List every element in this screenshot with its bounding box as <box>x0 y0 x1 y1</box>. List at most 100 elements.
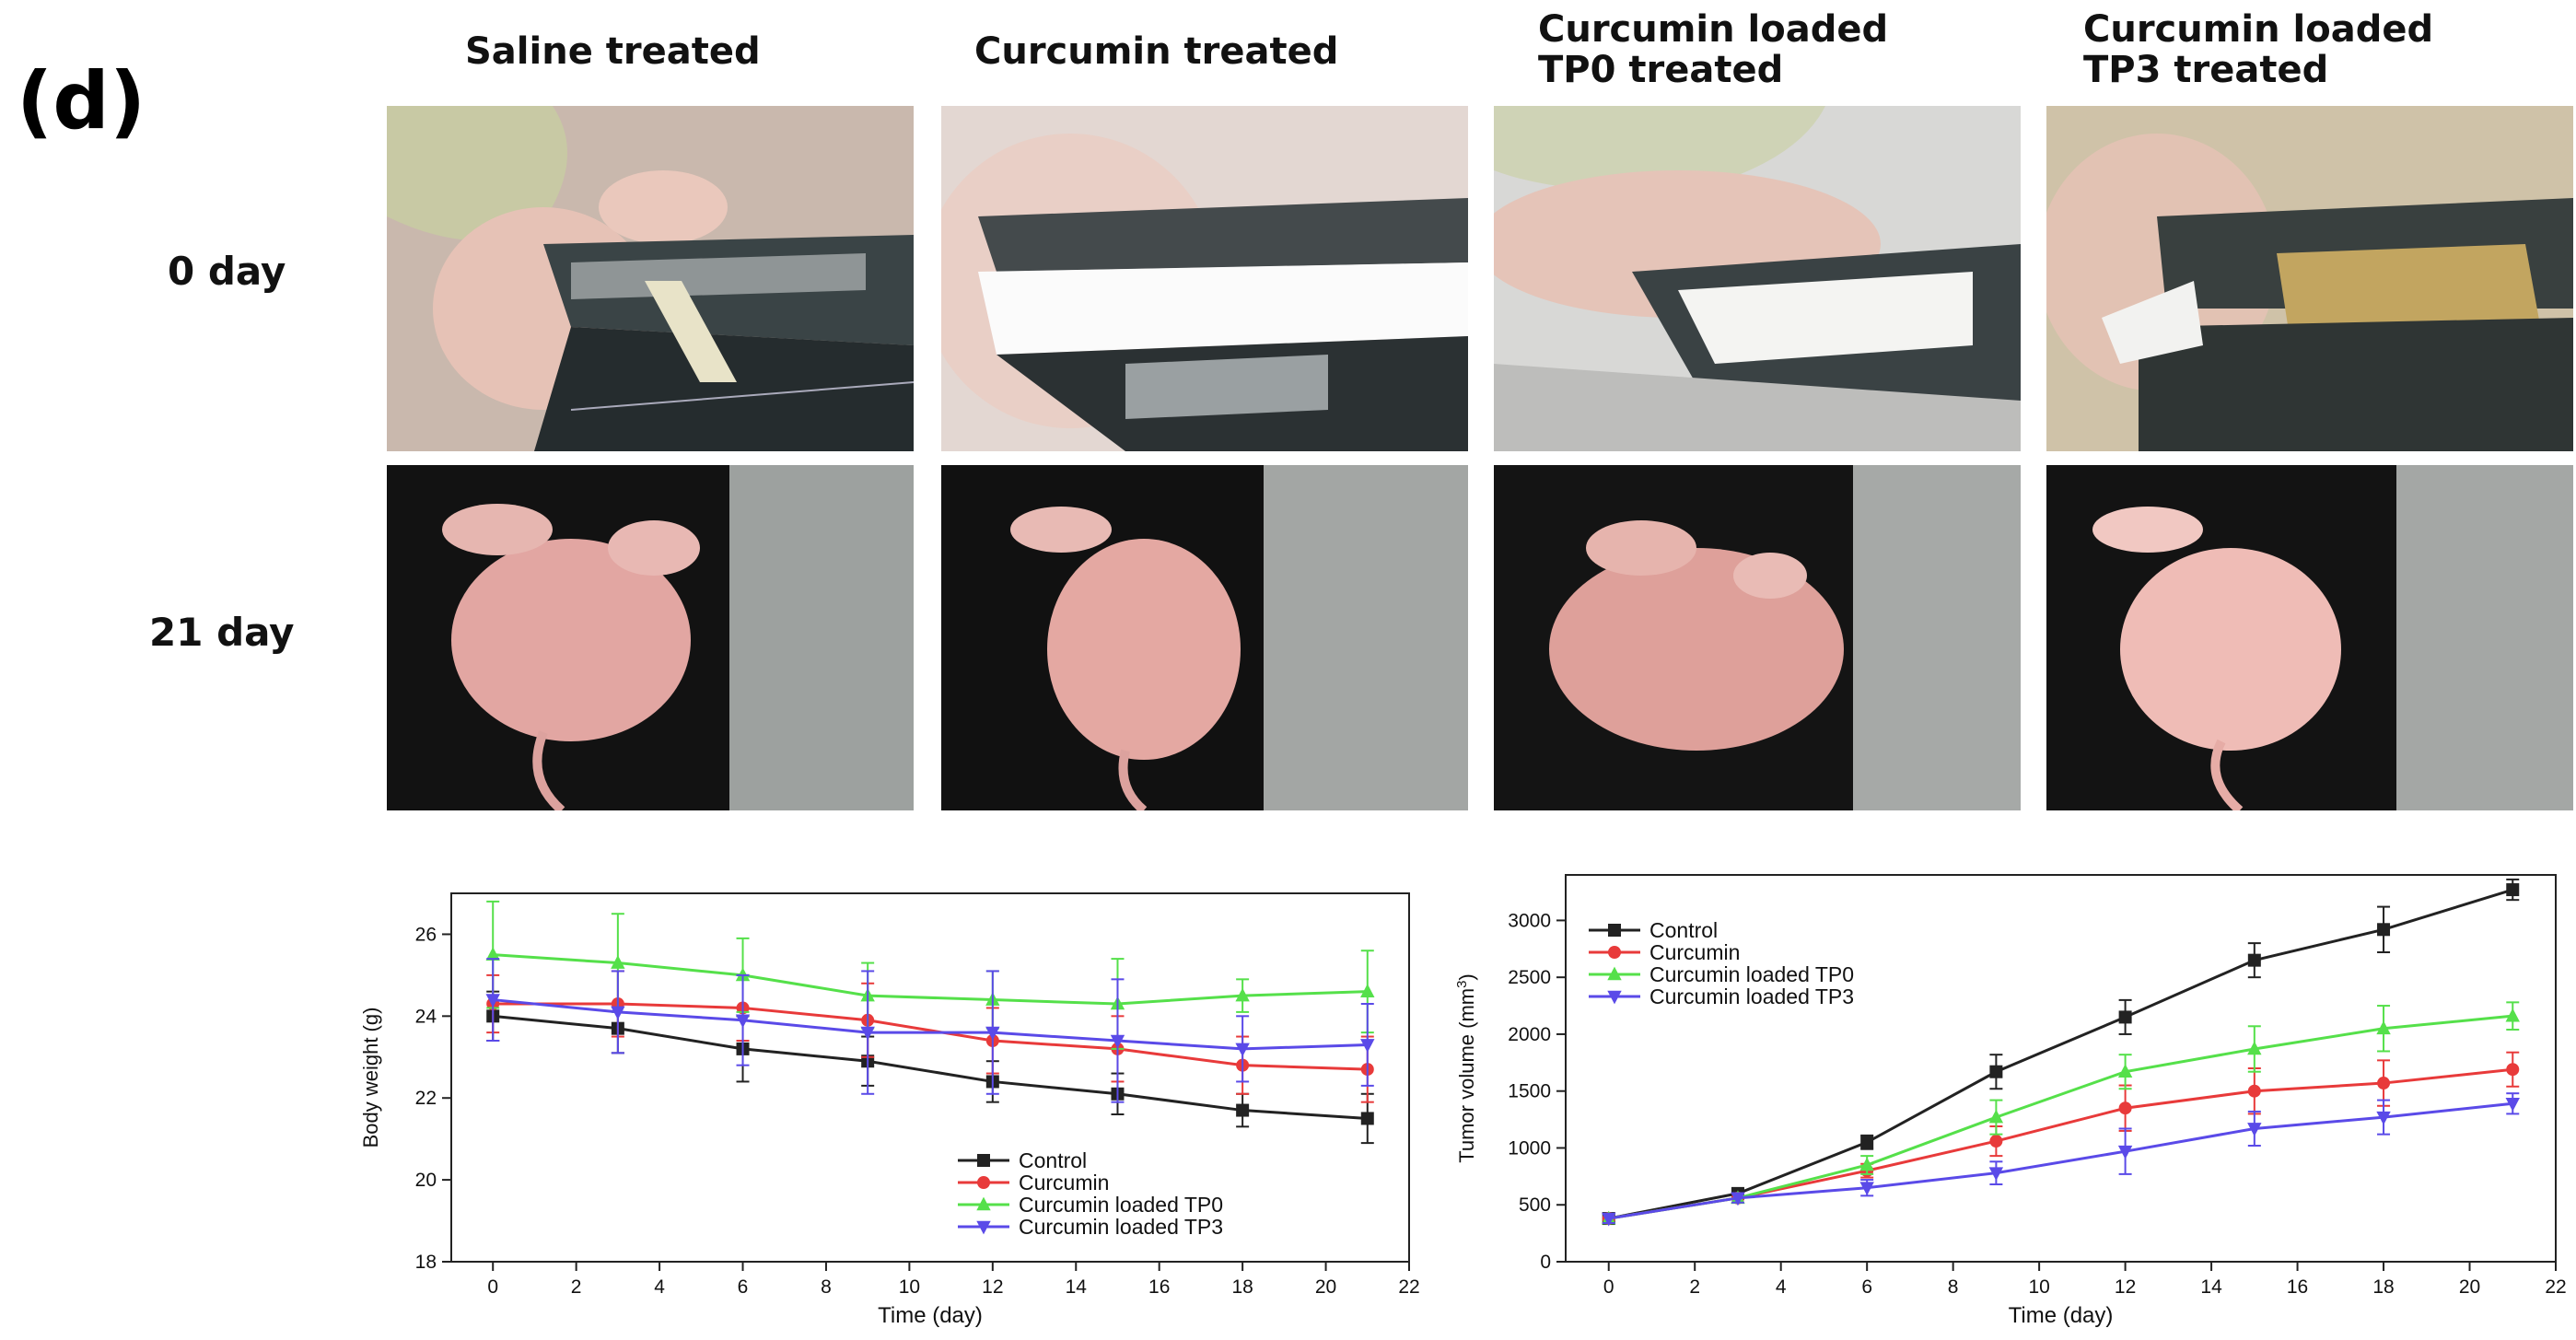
photo-curcumin-day0 <box>941 106 1468 451</box>
photo-tp3-day21 <box>2046 465 2573 810</box>
data-point <box>2247 953 2261 967</box>
series-line <box>1608 1014 2513 1220</box>
y-tick-label: 18 <box>415 1252 437 1273</box>
data-point <box>2505 1008 2520 1022</box>
x-tick-label: 0 <box>1603 1276 1614 1298</box>
series-line <box>493 1002 1368 1071</box>
data-point <box>611 955 625 969</box>
data-point <box>1860 1136 1874 1149</box>
data-point <box>485 994 500 1008</box>
x-tick-label: 10 <box>899 1276 920 1298</box>
data-point <box>1236 1103 1250 1117</box>
photo-tp3-day0 <box>2046 106 2573 451</box>
legend-marker <box>1607 966 1622 981</box>
x-tick-label: 20 <box>1315 1276 1336 1298</box>
data-point <box>2247 1084 2261 1098</box>
x-tick-label: 8 <box>821 1276 832 1298</box>
column-title-line: Curcumin loaded <box>2083 8 2434 51</box>
column-title-line: Saline treated <box>465 30 761 73</box>
data-point <box>2247 1041 2262 1055</box>
data-point <box>735 1014 751 1029</box>
tumor-volume-chart: 0 2 4 6 8 10 12 14 16 18 20 22 0 500 1000 1500 2000 2500 3… <box>1454 874 2567 1328</box>
legend-marker <box>1608 924 1621 937</box>
x-tick-label: 4 <box>1776 1276 1787 1298</box>
legend-marker <box>1608 946 1621 959</box>
plot-frame <box>450 892 1410 1263</box>
legend-label: Curcumin <box>1019 1171 1109 1194</box>
series-tp3 <box>485 958 1375 1103</box>
data-point <box>1602 1212 1616 1227</box>
data-point <box>860 1026 875 1041</box>
column-title-tp3: Curcumin loaded TP3 treated <box>2083 9 2433 90</box>
photo-tp0-day21 <box>1494 465 2021 810</box>
data-point <box>2118 1101 2132 1115</box>
series-tp3 <box>1602 1092 2520 1227</box>
x-tick-label: 22 <box>2545 1276 2566 1298</box>
data-point <box>1859 1182 1874 1196</box>
y-tick-label: 1000 <box>1508 1137 1551 1159</box>
column-title-line: Curcumin treated <box>974 30 1339 73</box>
data-point <box>1859 1157 1874 1171</box>
data-point <box>735 967 751 982</box>
x-axis-label: Time (day) <box>2009 1303 2114 1328</box>
legend-label: Curcumin loaded TP0 <box>1649 962 1854 986</box>
data-point <box>2506 883 2520 897</box>
column-title-curcumin: Curcumin treated <box>974 31 1338 72</box>
data-point <box>1988 1109 2004 1124</box>
x-tick-label: 18 <box>1231 1276 1253 1298</box>
column-title-line: TP0 treated <box>1538 49 1784 91</box>
x-tick-label: 0 <box>487 1276 498 1298</box>
data-point <box>2506 1063 2520 1077</box>
data-point <box>1989 1135 2003 1148</box>
x-tick-label: 20 <box>2459 1276 2480 1298</box>
series-line <box>493 998 1368 1051</box>
data-point <box>2118 1010 2132 1024</box>
x-tick-label: 2 <box>571 1276 582 1298</box>
data-point <box>2376 1020 2391 1035</box>
x-tick-label: 18 <box>2372 1276 2394 1298</box>
y-tick-label: 2500 <box>1508 967 1551 988</box>
data-point <box>1360 1112 1374 1125</box>
column-title-tp0: Curcumin loaded TP0 treated <box>1538 9 1888 90</box>
legend-marker <box>977 1154 990 1167</box>
legend-label: Control <box>1019 1148 1087 1172</box>
data-point <box>611 1006 625 1020</box>
data-point <box>2376 1111 2391 1125</box>
legend-label: Curcumin loaded TP3 <box>1019 1215 1223 1239</box>
data-point <box>985 1026 1000 1041</box>
data-point <box>1731 1192 1745 1206</box>
series-line <box>493 953 1368 1006</box>
data-point <box>1360 984 1375 997</box>
x-tick-label: 12 <box>982 1276 1003 1298</box>
data-point <box>2247 1123 2262 1136</box>
data-point <box>2117 1064 2133 1078</box>
row-label-day21: 21 day <box>149 610 295 655</box>
column-title-line: TP3 treated <box>2083 49 2329 91</box>
photo-tp0-day0 <box>1494 106 2021 451</box>
data-point <box>1235 1043 1250 1057</box>
legend-marker <box>1607 990 1622 1005</box>
x-tick-label: 16 <box>1148 1276 1170 1298</box>
y-tick-label: 500 <box>1519 1194 1551 1216</box>
row-label-day0: 0 day <box>168 249 286 294</box>
x-tick-label: 8 <box>1948 1276 1959 1298</box>
y-tick-label: 1500 <box>1508 1081 1551 1102</box>
data-point <box>2377 923 2391 937</box>
x-tick-label: 16 <box>2287 1276 2308 1298</box>
data-point <box>485 947 500 961</box>
data-point <box>1235 987 1250 1002</box>
legend-label: Control <box>1649 918 1718 942</box>
y-tick-label: 0 <box>1540 1252 1551 1273</box>
series-control <box>1602 878 2520 1226</box>
column-title-saline: Saline treated <box>465 31 761 72</box>
legend-label: Curcumin loaded TP0 <box>1019 1193 1223 1217</box>
series-line <box>1608 888 2513 1220</box>
y-tick-label: 3000 <box>1508 910 1551 931</box>
y-tick-label: 26 <box>415 924 437 945</box>
x-tick-label: 2 <box>1689 1276 1700 1298</box>
data-point <box>2117 1145 2133 1159</box>
photo-saline-day0 <box>387 106 914 451</box>
